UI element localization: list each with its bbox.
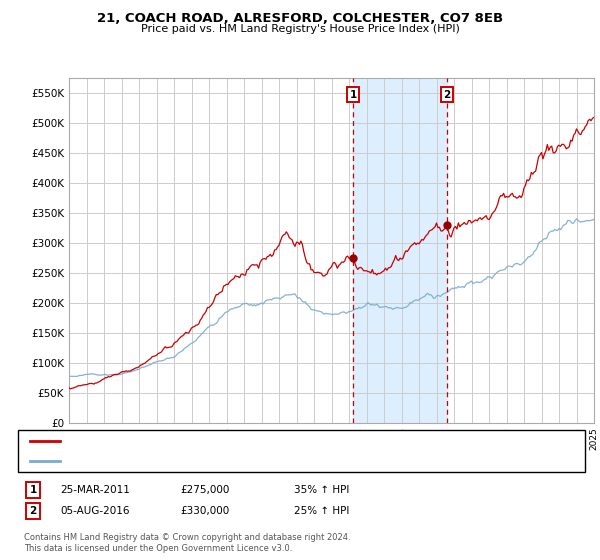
Text: Contains HM Land Registry data © Crown copyright and database right 2024.
This d: Contains HM Land Registry data © Crown c… (24, 533, 350, 553)
Text: 21, COACH ROAD, ALRESFORD, COLCHESTER, CO7 8EB: 21, COACH ROAD, ALRESFORD, COLCHESTER, C… (97, 12, 503, 25)
Text: 1: 1 (29, 485, 37, 495)
Bar (353, 78, 447, 423)
Text: HPI: Average price, detached house, Tendring: HPI: Average price, detached house, Tend… (66, 456, 289, 466)
Text: £330,000: £330,000 (180, 506, 229, 516)
Text: Price paid vs. HM Land Registry's House Price Index (HPI): Price paid vs. HM Land Registry's House … (140, 24, 460, 34)
Text: 05-AUG-2016: 05-AUG-2016 (60, 506, 130, 516)
Text: 25% ↑ HPI: 25% ↑ HPI (294, 506, 349, 516)
Text: 2: 2 (29, 506, 37, 516)
Text: 2: 2 (443, 90, 451, 100)
Text: 1: 1 (349, 90, 356, 100)
Text: 21, COACH ROAD, ALRESFORD, COLCHESTER, CO7 8EB (detached house): 21, COACH ROAD, ALRESFORD, COLCHESTER, C… (66, 436, 426, 446)
Text: 25-MAR-2011: 25-MAR-2011 (60, 485, 130, 495)
Text: £275,000: £275,000 (180, 485, 229, 495)
Text: 35% ↑ HPI: 35% ↑ HPI (294, 485, 349, 495)
